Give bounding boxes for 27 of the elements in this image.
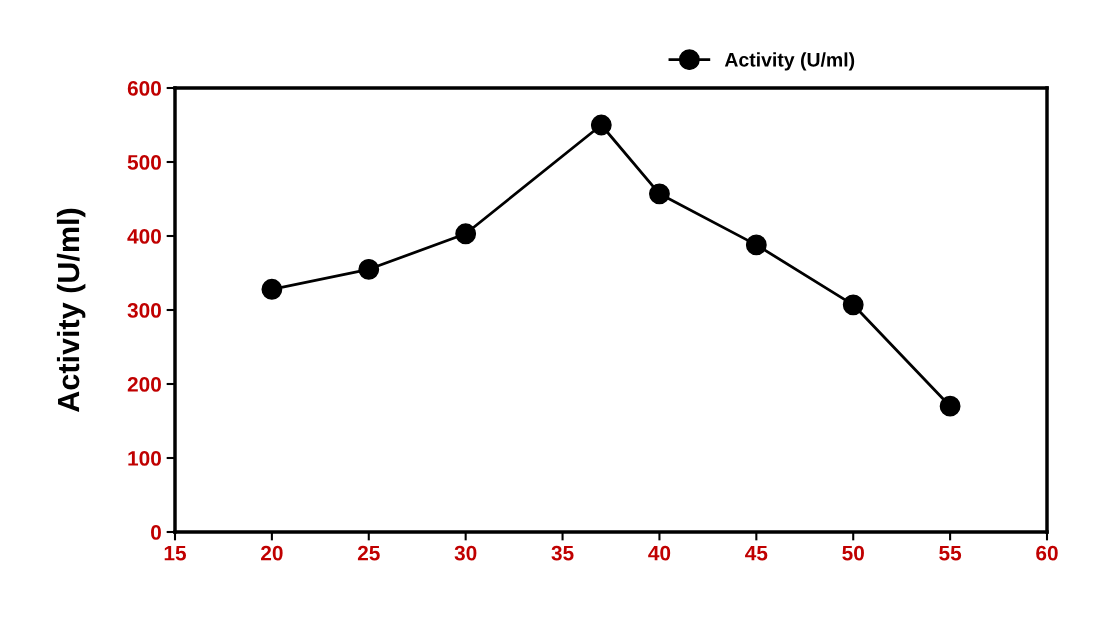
y-tick-label: 300 <box>127 303 161 318</box>
point <box>939 395 961 417</box>
x-tick-label: 15 <box>164 545 187 561</box>
point <box>455 223 477 245</box>
y-tick-label: 600 <box>127 81 161 96</box>
point <box>261 278 283 300</box>
x-tick-label: 40 <box>648 545 671 561</box>
y-tick-label: 100 <box>128 451 161 466</box>
y-tick-label: 200 <box>127 377 161 392</box>
point <box>842 294 864 316</box>
x-tick-label: 25 <box>357 545 380 561</box>
x-tick-label: 20 <box>261 545 283 561</box>
point <box>358 258 380 280</box>
x-tick-label: 30 <box>454 545 477 561</box>
point <box>745 234 767 256</box>
point <box>649 183 670 205</box>
y-tick-label: 500 <box>127 155 161 170</box>
y-tick-label: 400 <box>127 229 161 244</box>
legend-label: Activity (U/ml) <box>724 52 855 71</box>
x-tick-label: 35 <box>551 545 574 561</box>
y-tick-label: 0 <box>151 525 161 540</box>
x-tick-label: 50 <box>842 545 864 561</box>
point <box>590 114 612 136</box>
x-tick-label: 55 <box>939 545 962 561</box>
x-tick-label: 60 <box>1036 545 1058 561</box>
y-axis-title: Activity (U/ml) <box>56 208 86 412</box>
x-tick-label: 45 <box>745 545 768 561</box>
